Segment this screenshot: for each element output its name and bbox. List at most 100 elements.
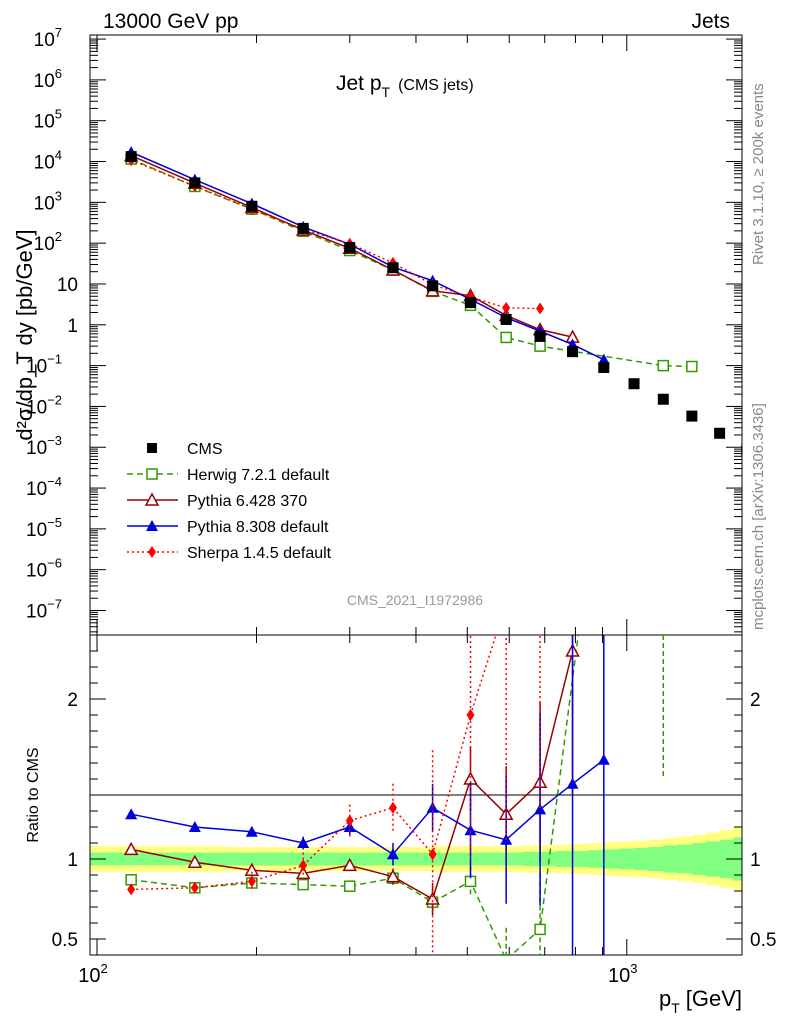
- legend-entry-sherpa-1-4-5-default: Sherpa 1.4.5 default: [127, 545, 332, 562]
- band-inner: [127, 852, 164, 866]
- ratio-point: [299, 859, 308, 872]
- band-inner: [224, 852, 253, 866]
- cms-data-point: [534, 330, 546, 342]
- mc-data-point: [500, 331, 512, 344]
- band-inner: [194, 852, 225, 866]
- x-tick-label: 102: [78, 961, 107, 987]
- ratio-point: [428, 848, 437, 861]
- y-tick-label: 105: [34, 107, 62, 133]
- y-tick-label: 10−5: [26, 515, 62, 541]
- ratio-tick-label: 2: [750, 690, 761, 711]
- ratio-series-pythia-8-308-default: [125, 635, 610, 955]
- mc-data-point: [536, 302, 545, 315]
- y-tick-label: 10−3: [26, 433, 62, 459]
- band-inner: [303, 852, 328, 866]
- header-left: 13000 GeV pp: [103, 10, 238, 33]
- y-tick-label: 1: [67, 316, 78, 337]
- legend-marker: [144, 492, 160, 506]
- header-right: Jets: [691, 10, 730, 33]
- band-inner: [506, 852, 524, 866]
- cms-data-point: [657, 393, 669, 405]
- band-inner: [90, 852, 128, 866]
- band-inner: [648, 847, 664, 871]
- ratio-line: [131, 759, 605, 856]
- band-inner: [663, 845, 679, 873]
- ratio-line: [131, 635, 497, 891]
- ratio-point: [127, 883, 136, 896]
- series-line: [130, 151, 605, 361]
- mc-data-point: [502, 301, 511, 314]
- cms-data-point: [189, 177, 201, 189]
- y-axis-label: d²σ/dp_T dy [pb/GeV]: [12, 229, 37, 440]
- x-tick-label: 103: [608, 961, 637, 987]
- series-cms: [125, 151, 742, 456]
- ratio-point: [597, 753, 610, 765]
- band-inner: [523, 851, 541, 867]
- ratio-y-axis-label: Ratio to CMS: [25, 747, 42, 842]
- y-tick-label: 107: [34, 25, 62, 51]
- y-tick-label: 10: [57, 275, 78, 296]
- ratio-point: [534, 923, 546, 936]
- ratio-point: [297, 878, 309, 891]
- ratio-point: [297, 837, 310, 848]
- band-inner: [432, 852, 453, 866]
- band-inner: [488, 852, 507, 866]
- band-inner: [251, 852, 279, 866]
- band-inner: [278, 852, 304, 866]
- analysis-watermark: CMS_2021_I1972986: [347, 592, 483, 608]
- legend-label: Pythia 8.308 default: [187, 519, 329, 536]
- ratio-point: [464, 824, 477, 836]
- y-tick-label: 10−1: [26, 352, 62, 378]
- band-inner: [588, 850, 605, 868]
- legend-entry-pythia-6-428-370: Pythia 6.428 370: [127, 492, 307, 510]
- ratio-point: [536, 245, 544, 257]
- x-axis-label: pT [GeV]: [659, 986, 742, 1016]
- legend-label: Sherpa 1.4.5 default: [187, 545, 332, 562]
- band-inner: [327, 852, 351, 866]
- band-inner: [452, 852, 472, 866]
- band-inner: [677, 844, 693, 874]
- ratio-series-group: [123, 245, 665, 955]
- legend-entry-cms: CMS: [147, 441, 223, 458]
- ratio-point: [500, 954, 512, 955]
- mc-data-point: [686, 360, 698, 373]
- ratio-point: [244, 862, 260, 876]
- cms-data-point: [246, 200, 258, 212]
- legend-label: Pythia 6.428 370: [187, 493, 307, 510]
- ratio-point: [190, 881, 199, 894]
- cms-data-point: [686, 410, 698, 422]
- y-tick-label: 103: [34, 188, 62, 214]
- legend-marker: [147, 443, 157, 453]
- ratio-point: [247, 875, 256, 888]
- y-tick-label: 10−2: [26, 392, 62, 418]
- cms-data-point: [125, 151, 137, 163]
- ratio-point: [188, 821, 201, 832]
- ratio-point: [385, 869, 401, 883]
- series-line: [130, 159, 541, 310]
- band-inner: [556, 851, 574, 867]
- y-tick-label: 106: [34, 66, 62, 92]
- band-inner: [603, 849, 620, 869]
- ratio-point: [426, 801, 439, 813]
- band-inner: [705, 841, 721, 877]
- side-label-top: Rivet 3.1.10, ≥ 200k events: [750, 83, 767, 265]
- cms-data-point: [500, 313, 512, 325]
- legend-label: Herwig 7.2.1 default: [187, 467, 330, 484]
- plot-title: Jet pT (CMS jets): [336, 72, 474, 100]
- ratio-line: [131, 635, 579, 955]
- band-inner: [691, 843, 707, 875]
- legend-marker: [146, 520, 158, 531]
- ratio-tick-label: 1: [750, 850, 761, 871]
- cms-data-point: [387, 262, 399, 274]
- cms-data-point: [465, 297, 477, 309]
- ratio-point: [245, 825, 258, 837]
- cms-data-point: [598, 361, 610, 373]
- ratio-point: [534, 803, 547, 815]
- mc-data-point: [657, 359, 670, 372]
- mc-data-point: [534, 340, 546, 352]
- cms-data-point: [344, 242, 356, 254]
- y-tick-label: 10−4: [26, 474, 62, 500]
- cms-data-point: [297, 222, 309, 234]
- legend-label: CMS: [187, 441, 223, 458]
